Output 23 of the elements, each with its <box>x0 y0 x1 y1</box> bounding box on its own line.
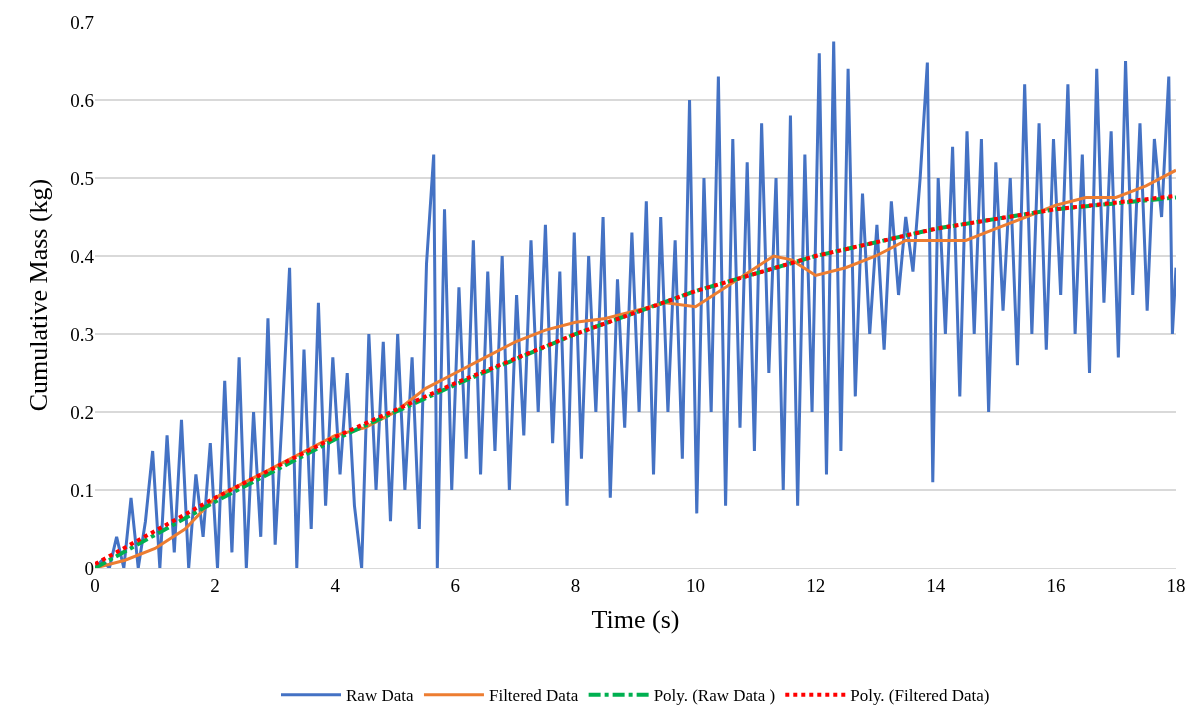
y-tick-label: 0.7 <box>70 11 94 33</box>
y-tick-label: 0.5 <box>70 167 94 189</box>
legend-label: Poly. (Filtered Data) <box>850 686 990 706</box>
y-tick-label: 0.1 <box>70 479 94 501</box>
y-tick-label: 0.3 <box>70 323 94 345</box>
x-tick-label: 12 <box>806 574 826 596</box>
x-tick-label: 8 <box>570 574 581 596</box>
y-tick-label: 0.6 <box>70 89 94 111</box>
legend-label: Poly. (Raw Data ) <box>653 686 776 706</box>
x-tick-label: 10 <box>686 574 706 596</box>
y-tick-label: 0.4 <box>70 245 95 267</box>
y-axis-title: Cumulative Mass (kg) <box>23 178 53 412</box>
x-tick-label: 6 <box>450 574 461 596</box>
legend-label: Raw Data <box>346 686 414 706</box>
x-tick-label: 4 <box>330 574 341 596</box>
x-tick-label: 2 <box>210 574 220 596</box>
x-tick-label: 18 <box>1166 574 1186 596</box>
legend-label: Filtered Data <box>488 686 579 706</box>
x-tick-label: 14 <box>926 574 946 596</box>
x-axis-title: Time (s) <box>591 605 680 635</box>
y-tick-label: 0.2 <box>70 401 94 423</box>
y-tick-label: 0 <box>84 557 94 579</box>
x-tick-label: 16 <box>1046 574 1066 596</box>
